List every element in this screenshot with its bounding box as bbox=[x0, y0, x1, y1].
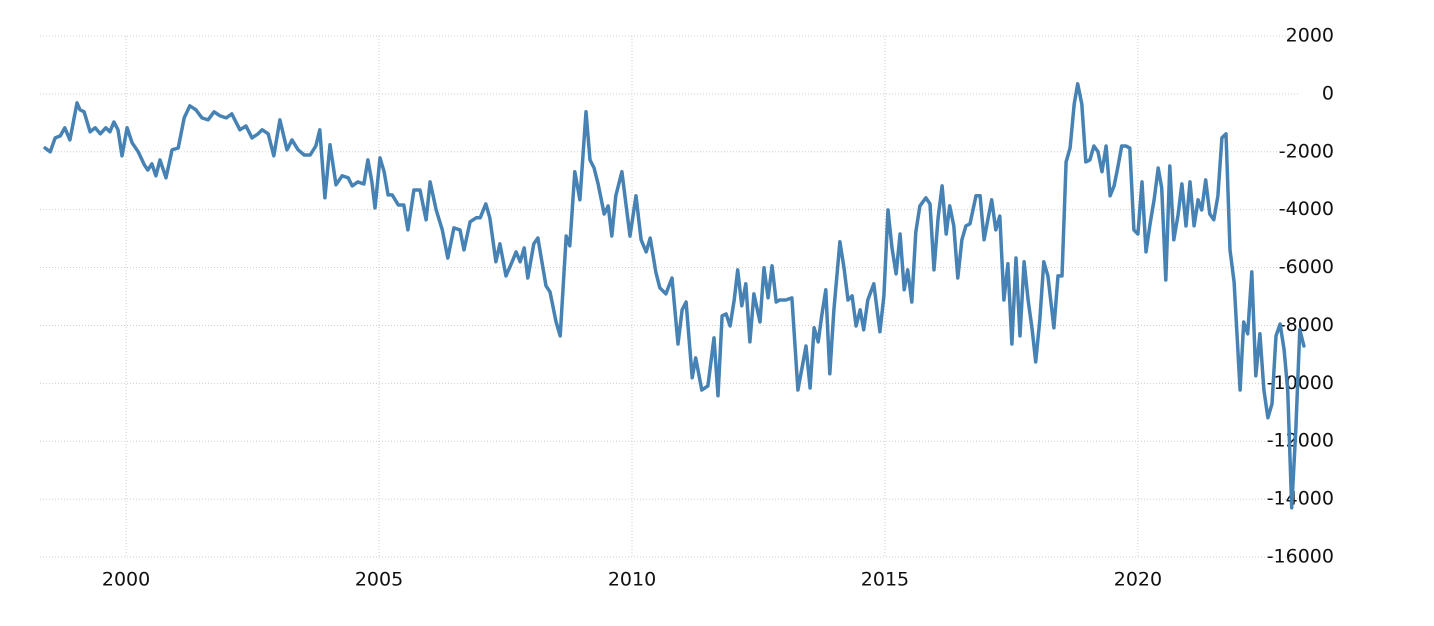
x-tick-label: 2005 bbox=[355, 569, 403, 591]
y-tick-label: -6000 bbox=[1279, 256, 1334, 278]
x-tick-label: 2000 bbox=[102, 569, 150, 591]
y-tick-label: -8000 bbox=[1279, 314, 1334, 336]
y-tick-label: 2000 bbox=[1286, 25, 1334, 47]
y-tick-label: 0 bbox=[1322, 82, 1334, 104]
y-tick-label: -14000 bbox=[1267, 488, 1334, 510]
y-tick-label: -2000 bbox=[1279, 140, 1334, 162]
x-tick-label: 2010 bbox=[608, 569, 656, 591]
y-tick-label: -16000 bbox=[1267, 546, 1334, 568]
y-tick-label: -12000 bbox=[1267, 430, 1334, 452]
x-tick-label: 2020 bbox=[1114, 569, 1162, 591]
y-tick-label: -10000 bbox=[1267, 372, 1334, 394]
x-tick-label: 2015 bbox=[861, 569, 909, 591]
data-line bbox=[43, 82, 1306, 510]
y-tick-label: -4000 bbox=[1279, 198, 1334, 220]
